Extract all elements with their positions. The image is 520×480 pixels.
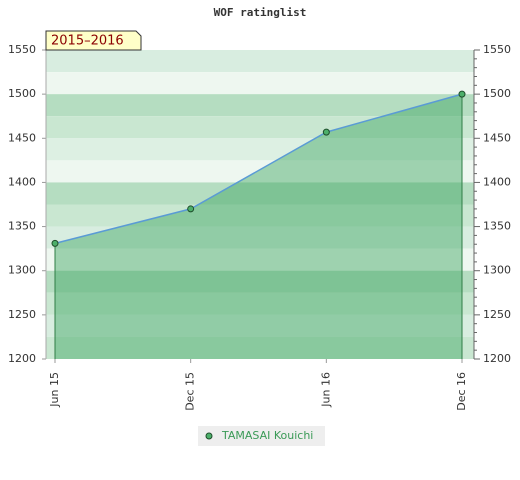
stripe [46,314,474,337]
line [54,93,463,245]
y-tick-label: 1300 [8,264,36,277]
y2-tick-label: 1450 [483,131,511,144]
y2-tick-label: 1200 [483,352,511,365]
stripe [46,116,474,139]
legend-label: TAMASAI Kouichi [221,429,313,442]
y-tick-label: 1350 [8,220,36,233]
y2-tick-label: 1250 [483,308,511,321]
stripe [46,138,474,161]
stripe [46,160,474,183]
stripe [46,336,474,359]
marker [187,205,195,213]
y-tick-label: 1500 [8,87,36,100]
marker [458,90,466,98]
y-tick-label: 1200 [8,352,36,365]
stripe [46,182,474,205]
y-tick-label: 1400 [8,175,36,188]
x-tick-label: Jun 15 [48,372,61,408]
legend-box [198,426,325,446]
chart-title: WOF ratinglist [214,6,307,19]
marker [322,128,330,136]
annotation: 2015–2016 [51,34,124,49]
y-tick-label: 1550 [8,43,36,56]
y2-tick-label: 1300 [483,264,511,277]
y-tick-label: 1450 [8,131,36,144]
y2-tick-label: 1500 [483,87,511,100]
stripe [46,94,474,117]
legend-marker [205,432,213,440]
stripe [46,72,474,95]
x-tick-label: Jun 16 [319,372,332,408]
stripe [46,204,474,227]
y2-tick-label: 1400 [483,175,511,188]
x-tick-label: Dec 15 [184,372,197,411]
stripe [46,292,474,315]
stripe [46,226,474,249]
area [55,94,462,360]
marker [51,239,59,247]
legend: TAMASAI Kouichi [198,426,325,446]
annotation-box [45,30,142,51]
stripe [46,270,474,293]
stripe [46,50,474,73]
y2-tick-label: 1350 [483,220,511,233]
y-tick-label: 1250 [8,308,36,321]
y2-tick-label: 1550 [483,43,511,56]
stripe [46,248,474,271]
background [46,50,474,359]
x-tick-label: Dec 16 [455,372,468,411]
